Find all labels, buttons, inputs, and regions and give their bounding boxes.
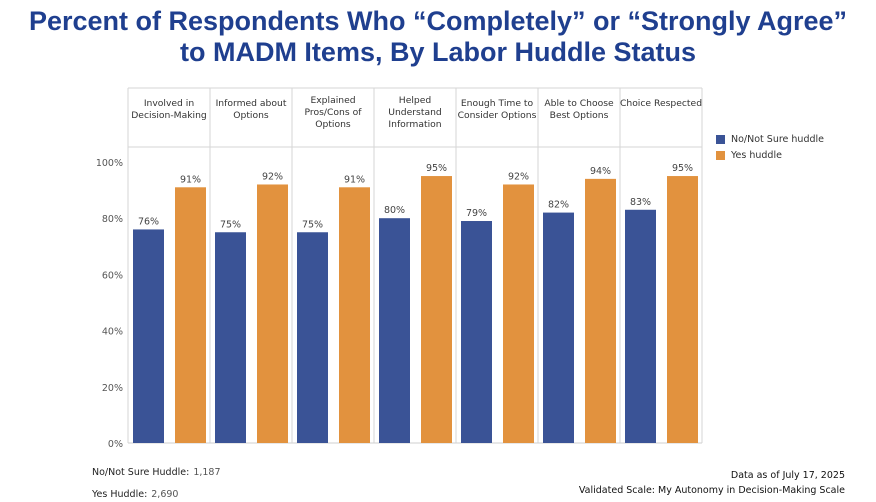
footer-no-huddle: No/Not Sure Huddle: 1,187 [92, 467, 221, 478]
legend-item-yes-huddle: Yes huddle [716, 147, 824, 163]
category-label-line: Choice Respected [620, 98, 702, 109]
category-label: Involved in Decision-Making [131, 98, 207, 121]
category-label-line: Best Options [550, 110, 609, 121]
category-label-line: Explained [310, 95, 355, 106]
category-label-line: Decision-Making [131, 110, 207, 121]
category-label: Informed about Options [216, 98, 287, 121]
legend-swatch-yes-huddle [716, 150, 725, 160]
chart-title-line-2: to MADM Items, By Labor Huddle Status [179, 37, 697, 67]
chart-title: Percent of Respondents Who “Completely” … [0, 6, 876, 68]
category-label: Helped Understand Information [388, 95, 442, 130]
category-label-line: Helped [399, 95, 431, 106]
y-tick-label: 60% [102, 270, 123, 281]
bar-no-huddle [461, 221, 492, 443]
data-label: 94% [590, 166, 611, 177]
bar-no-huddle [215, 232, 246, 443]
data-label: 95% [426, 163, 447, 174]
data-as-of: Data as of July 17, 2025 [730, 470, 845, 481]
data-label: 95% [672, 163, 693, 174]
bar-yes-huddle [585, 178, 616, 444]
no-huddle-count: 1,187 [193, 467, 221, 478]
bar-yes-huddle [503, 184, 534, 444]
data-label: 83% [630, 197, 651, 208]
data-label: 79% [466, 208, 487, 219]
y-tick-label: 100% [96, 158, 123, 169]
yes-huddle-label: Yes Huddle: [92, 489, 148, 500]
category-label-line: Able to Choose [544, 98, 614, 109]
category-label-line: Consider Options [458, 110, 537, 121]
category-label-line: Options [315, 119, 351, 130]
legend-label-yes-huddle: Yes huddle [731, 149, 782, 161]
category-label: Able to Choose Best Options [544, 98, 614, 121]
bar-yes-huddle [667, 176, 698, 444]
category-label: Choice Respected [620, 98, 702, 109]
category-label-line: Informed about [216, 98, 287, 109]
legend-label-no-huddle: No/Not Sure huddle [731, 133, 824, 145]
bar-no-huddle [379, 218, 410, 443]
category-label-line: Options [233, 110, 269, 121]
category-label-line: Information [388, 119, 441, 130]
bar-yes-huddle [339, 187, 370, 443]
data-label: 91% [344, 174, 365, 185]
bar-yes-huddle [421, 176, 452, 444]
data-label: 80% [384, 205, 405, 216]
y-tick-label: 80% [102, 214, 123, 225]
footer-yes-huddle: Yes Huddle: 2,690 [92, 489, 178, 500]
y-tick-label: 20% [102, 383, 123, 394]
legend-swatch-no-huddle [716, 134, 725, 144]
chart-title-line-1: Percent of Respondents Who “Completely” … [28, 6, 848, 36]
category-label-line: Enough Time to [461, 98, 534, 109]
category-label: Explained Pros/Cons of Options [305, 95, 363, 130]
y-tick-label: 40% [102, 327, 123, 338]
data-label: 92% [262, 171, 283, 182]
category-label-line: Understand [388, 107, 441, 118]
bar-no-huddle [297, 232, 328, 443]
legend: No/Not Sure huddle Yes huddle [716, 131, 824, 163]
data-label: 76% [138, 216, 159, 227]
category-label-line: Pros/Cons of [305, 107, 363, 118]
data-label: 92% [508, 171, 529, 182]
data-label: 75% [302, 219, 323, 230]
data-label: 75% [220, 219, 241, 230]
bar-yes-huddle [175, 187, 206, 443]
yes-huddle-count: 2,690 [151, 489, 179, 500]
data-label: 82% [548, 200, 569, 211]
no-huddle-label: No/Not Sure Huddle: [92, 467, 190, 478]
bar-no-huddle [625, 209, 656, 443]
category-label: Enough Time to Consider Options [458, 98, 537, 121]
y-tick-label: 0% [108, 439, 123, 450]
data-label: 91% [180, 174, 201, 185]
validated-scale: Validated Scale: My Autonomy in Decision… [578, 485, 845, 496]
bar-yes-huddle [257, 184, 288, 444]
category-label-line: Involved in [144, 98, 195, 109]
bar-no-huddle [543, 212, 574, 443]
legend-item-no-huddle: No/Not Sure huddle [716, 131, 824, 147]
bar-no-huddle [133, 229, 164, 443]
